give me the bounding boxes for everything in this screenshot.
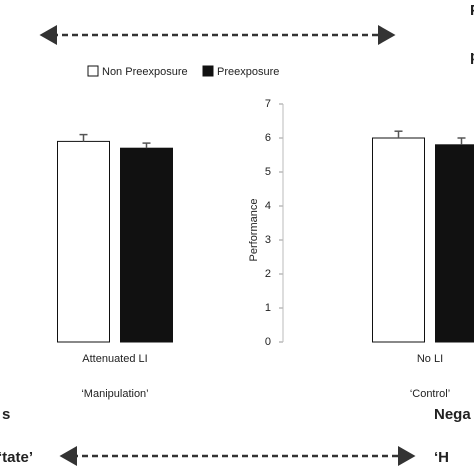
y-tick-label: 0 [265,336,271,348]
y-tick-label: 1 [265,302,271,314]
x-axis-label: ‘Manipulation’ [81,388,148,400]
y-axis-label: Performance [248,199,260,262]
annotation: P [470,2,474,19]
y-tick-label: 3 [265,234,271,246]
bar [57,140,110,343]
bar [372,137,425,343]
annotation: pe [470,48,474,65]
y-tick-label: 7 [265,98,271,110]
annotation: ‘H [434,449,449,466]
legend-swatch [87,65,99,77]
y-tick-label: 5 [265,166,271,178]
x-tick-label: Attenuated LI [82,353,147,365]
annotation: Nega [434,406,471,423]
y-tick-label: 2 [265,268,271,280]
legend-swatch [202,65,214,77]
legend-label: Preexposure [217,66,279,78]
bar [435,144,474,343]
x-axis-label: ‘Control’ [410,388,450,400]
x-tick-label: No LI [417,353,443,365]
bar [120,147,173,343]
y-tick-label: 6 [265,132,271,144]
y-tick-label: 4 [265,200,271,212]
annotation: ‘tate’ [0,449,33,466]
legend-label: Non Preexposure [102,66,188,78]
annotation: s [2,406,10,423]
